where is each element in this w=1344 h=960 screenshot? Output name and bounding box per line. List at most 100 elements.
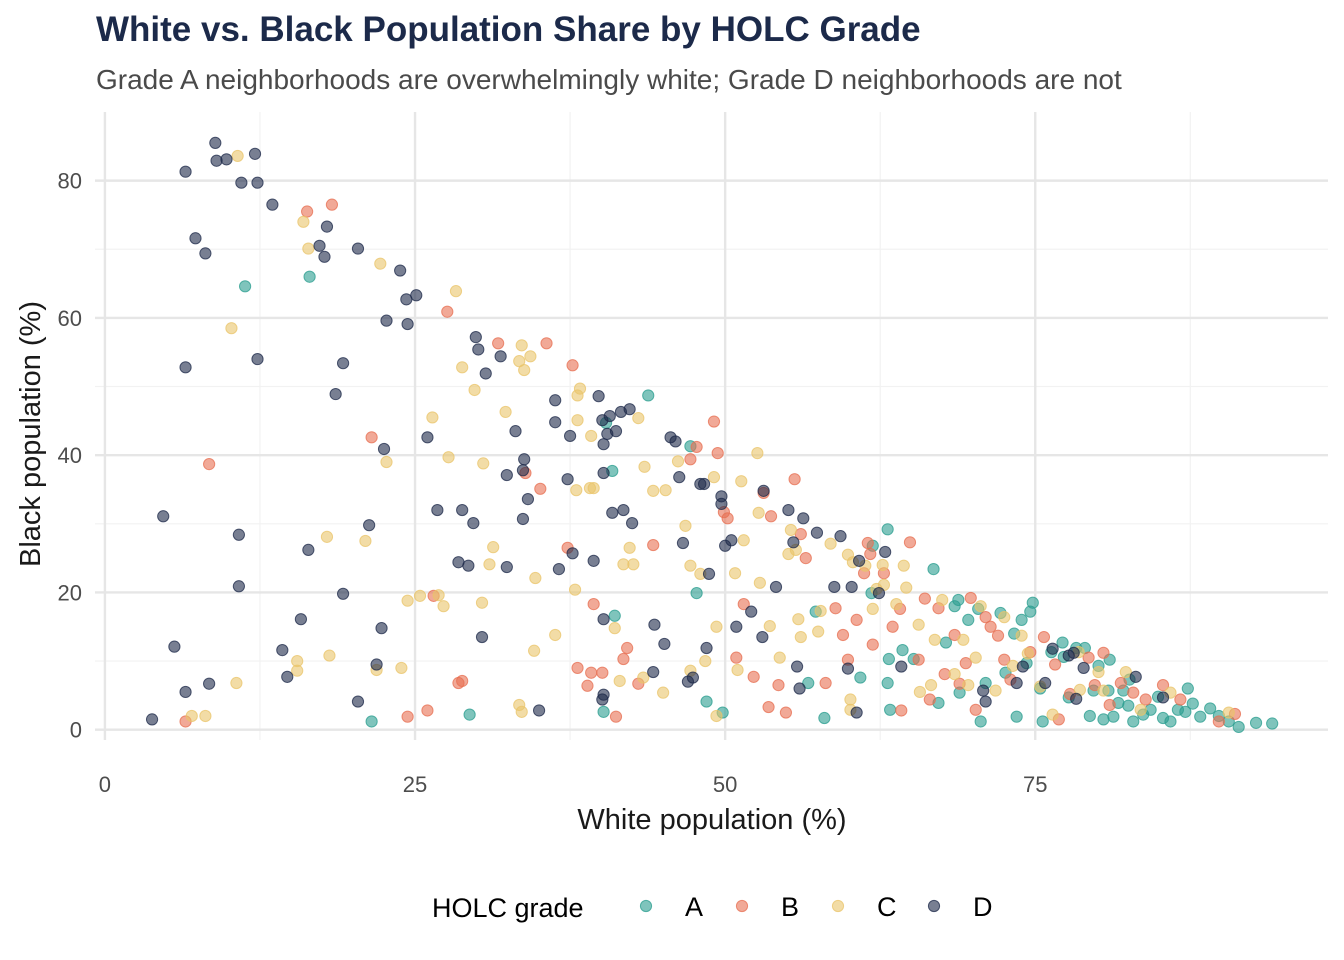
data-point-C	[413, 589, 427, 602]
data-point-D	[421, 431, 434, 444]
data-point-B	[991, 629, 1005, 642]
data-point-A	[1186, 697, 1199, 710]
data-point-D	[977, 684, 990, 697]
data-point-A	[1026, 596, 1039, 609]
data-point-B	[1082, 651, 1095, 664]
data-point-D	[872, 587, 886, 600]
data-point-C	[948, 668, 961, 681]
data-point-D	[769, 580, 783, 594]
data-point-C	[735, 475, 748, 488]
data-point-C	[549, 628, 562, 642]
data-point-D	[597, 688, 610, 701]
data-point-D	[658, 637, 671, 651]
data-point-D	[587, 554, 600, 567]
data-point-C	[731, 663, 744, 677]
data-point-C	[710, 620, 723, 633]
data-point-C	[710, 709, 723, 723]
data-point-D	[606, 506, 619, 519]
data-point-C	[794, 630, 807, 644]
data-point-D	[879, 545, 892, 559]
data-point-C	[900, 581, 913, 594]
data-point-D	[168, 640, 181, 653]
legend-label-A: A	[685, 892, 703, 922]
data-point-A	[463, 708, 476, 721]
data-point-D	[797, 512, 810, 525]
data-point-D	[329, 387, 342, 401]
data-point-C	[1092, 665, 1105, 679]
data-point-D	[697, 477, 711, 491]
data-point-D	[617, 503, 630, 517]
x-tick-label: 25	[403, 772, 427, 797]
data-point-D	[1039, 676, 1052, 690]
data-point-A	[608, 609, 621, 622]
data-point-B	[918, 592, 931, 605]
data-point-C	[812, 625, 825, 638]
data-point-B	[684, 453, 697, 466]
data-point-C	[230, 676, 243, 690]
data-point-B	[964, 591, 977, 605]
data-point-B	[365, 431, 378, 444]
data-point-C	[401, 594, 414, 607]
data-point-D	[209, 136, 222, 149]
data-point-D	[472, 343, 485, 356]
data-point-B	[1156, 678, 1170, 692]
x-tick-label: 75	[1023, 772, 1047, 797]
data-point-D	[790, 660, 804, 673]
data-point-A	[881, 676, 894, 690]
data-point-C	[1015, 629, 1028, 642]
data-point-D	[456, 503, 469, 517]
data-point-C	[518, 363, 531, 377]
data-point-D	[895, 660, 908, 673]
legend-key-D	[927, 899, 941, 913]
data-point-C	[753, 576, 766, 589]
data-point-B	[587, 598, 600, 611]
data-point-D	[532, 704, 546, 717]
data-point-D	[700, 641, 713, 655]
data-point-D	[479, 367, 492, 380]
data-point-C	[529, 571, 542, 585]
data-point-D	[730, 620, 743, 633]
data-point-A	[974, 715, 987, 728]
x-tick-label: 0	[99, 772, 111, 797]
data-point-D	[597, 613, 610, 626]
data-point-B	[1212, 715, 1225, 728]
data-point-D	[266, 198, 279, 211]
data-point-D	[592, 390, 605, 403]
data-point-D	[1016, 660, 1029, 673]
data-point-C	[637, 671, 650, 684]
data-point-A	[1036, 715, 1049, 728]
data-point-D	[351, 242, 365, 255]
data-point-D	[145, 713, 159, 726]
data-point-B	[621, 641, 634, 655]
data-point-C	[912, 618, 925, 631]
data-point-C	[1134, 703, 1147, 716]
data-point-C	[302, 242, 315, 255]
data-point-D	[609, 425, 623, 438]
data-point-B	[762, 700, 775, 714]
data-point-C	[632, 412, 645, 425]
data-point-C	[571, 414, 584, 427]
data-point-B	[1049, 658, 1062, 671]
data-point-A	[365, 715, 378, 728]
data-point-B	[998, 653, 1011, 666]
data-point-C	[437, 600, 450, 613]
data-point-B	[571, 661, 584, 675]
data-point-D	[157, 510, 170, 523]
data-point-B	[923, 693, 936, 706]
data-point-D	[841, 662, 855, 675]
data-point-D	[853, 554, 866, 567]
data-point-B	[912, 653, 925, 666]
data-point-C	[728, 567, 742, 580]
y-axis-label: Black population (%)	[15, 301, 47, 567]
x-tick-label: 50	[713, 772, 737, 797]
data-point-D	[1010, 676, 1023, 690]
data-point-B	[984, 620, 997, 633]
data-point-A	[802, 676, 815, 690]
data-point-D	[313, 239, 326, 252]
data-point-D	[1067, 646, 1080, 659]
data-point-B	[819, 676, 832, 690]
data-point-B	[325, 198, 339, 211]
data-point-B	[707, 415, 721, 428]
data-point-A	[854, 671, 867, 684]
